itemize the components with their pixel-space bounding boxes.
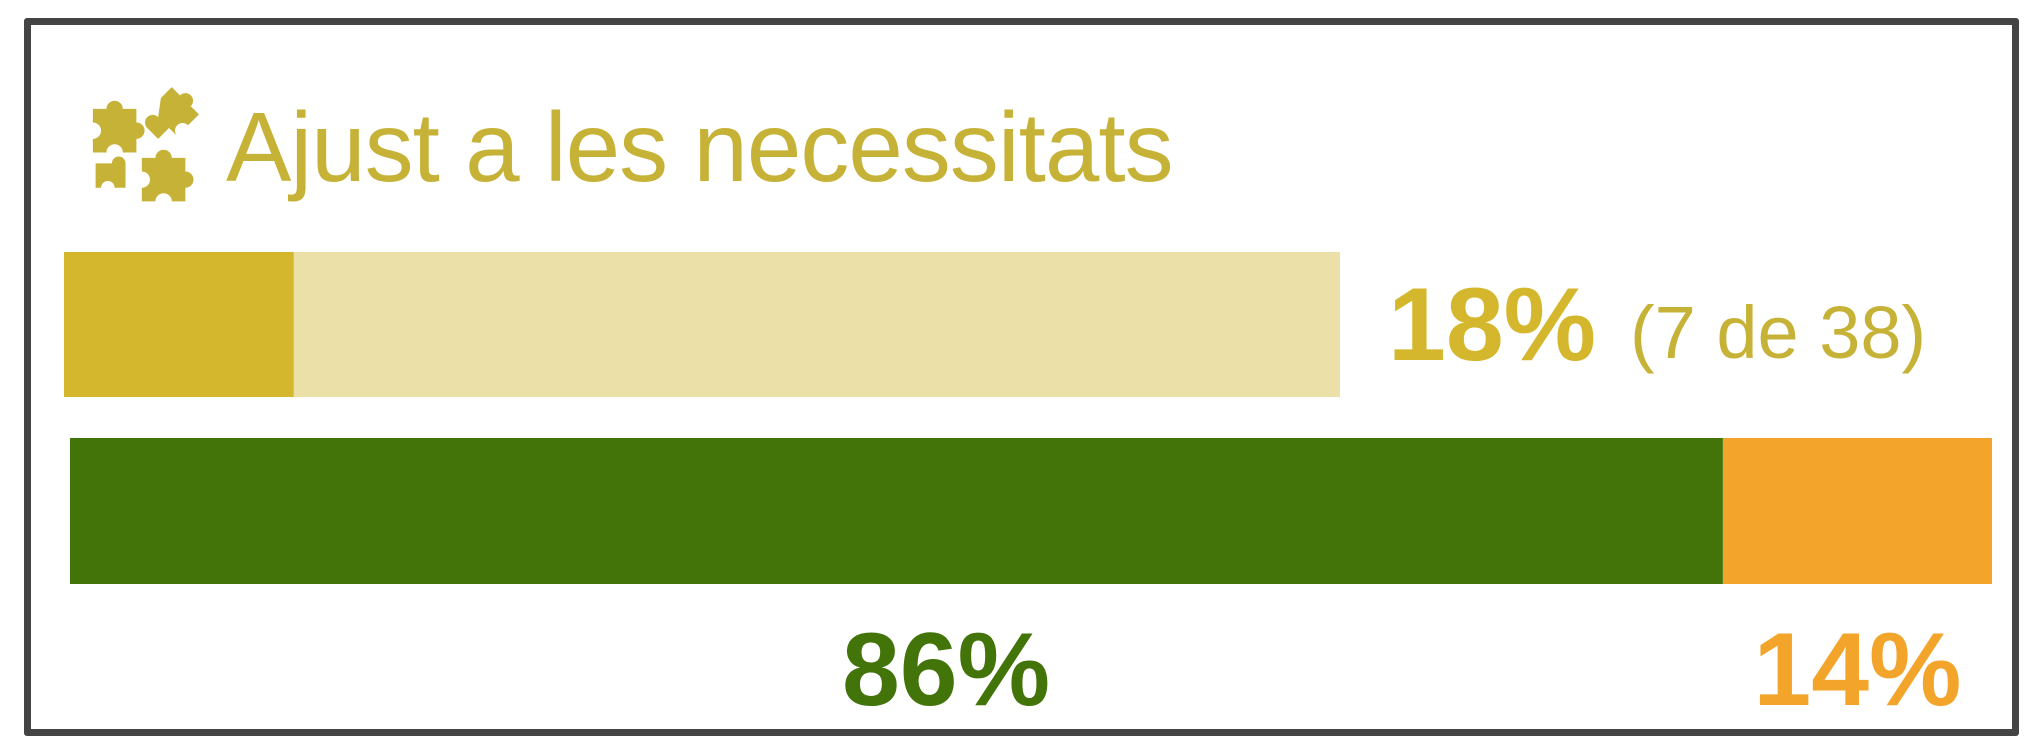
share-bar-fill [64,252,294,397]
share-value-label: 18% [1388,267,1596,383]
puzzle-pieces-icon [92,87,199,202]
share-count-label: (7 de 38) [1630,291,1926,374]
positive-segment [70,438,1723,584]
positive-value-label: 86% [842,612,1050,728]
negative-value-label: 14% [1753,612,1961,728]
chart-header: Ajust a les necessitats [82,72,1174,222]
negative-segment [1722,438,1992,584]
chart-title: Ajust a les necessitats [226,92,1174,202]
